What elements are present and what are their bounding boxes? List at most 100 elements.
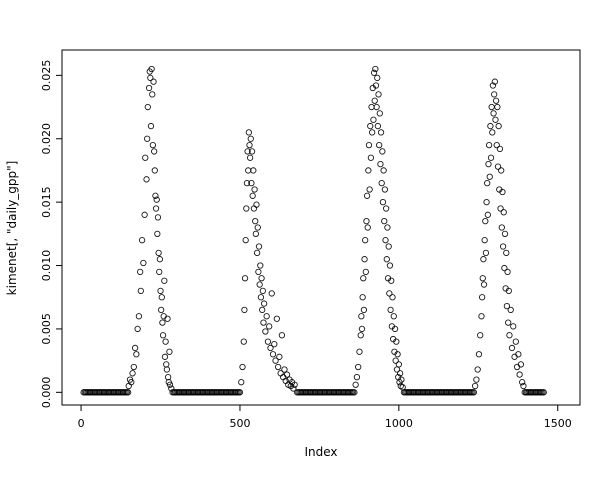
data-point <box>257 262 264 269</box>
x-tick-label: 1500 <box>544 417 572 430</box>
data-point <box>241 275 249 282</box>
data-point <box>248 148 256 155</box>
data-point <box>368 103 375 111</box>
data-point <box>161 353 169 360</box>
data-point <box>520 382 527 390</box>
data-point <box>388 277 395 284</box>
data-point <box>477 332 484 339</box>
y-tick-label: 0.020 <box>40 123 53 155</box>
data-point <box>164 315 171 322</box>
data-point <box>382 237 389 244</box>
data-point <box>377 160 384 168</box>
data-point <box>371 97 378 104</box>
data-point <box>504 268 511 276</box>
y-tick-label: 0.025 <box>40 60 53 92</box>
data-point <box>166 348 173 355</box>
data-point <box>366 186 373 193</box>
data-point <box>488 103 495 111</box>
data-point <box>505 287 512 295</box>
data-point <box>148 65 155 73</box>
data-point <box>152 205 160 212</box>
data-point <box>351 389 358 396</box>
data-point <box>247 135 254 142</box>
data-point <box>379 198 387 206</box>
data-point <box>374 122 382 130</box>
data-point <box>485 160 492 168</box>
data-point <box>137 268 144 276</box>
data-point <box>276 353 283 360</box>
data-point <box>163 366 171 373</box>
data-point <box>480 256 487 263</box>
data-point <box>256 281 263 288</box>
data-point <box>166 381 174 388</box>
data-point <box>513 363 521 371</box>
data-point <box>260 300 268 307</box>
data-point <box>272 357 279 364</box>
x-tick-label: 1000 <box>385 417 413 430</box>
data-point <box>512 338 519 345</box>
data-point <box>255 268 262 276</box>
data-point <box>255 243 263 250</box>
data-point <box>144 135 151 142</box>
data-point <box>161 277 168 284</box>
data-point <box>159 319 166 326</box>
data-point <box>478 313 485 320</box>
data-point <box>153 196 160 203</box>
data-point <box>168 385 175 392</box>
data-point <box>259 287 266 295</box>
data-point <box>498 224 505 231</box>
data-point <box>497 205 504 212</box>
data-point <box>252 230 260 237</box>
data-point <box>393 338 400 345</box>
data-point <box>254 224 261 231</box>
data-point <box>395 361 403 368</box>
data-point <box>238 379 245 386</box>
data-point <box>375 91 382 98</box>
data-point <box>372 82 380 89</box>
y-tick-label: 0.000 <box>40 377 53 409</box>
data-point <box>291 381 298 388</box>
data-point <box>475 351 483 358</box>
data-point <box>124 389 132 396</box>
data-point <box>505 319 512 326</box>
data-point <box>363 218 370 225</box>
data-point <box>479 275 486 282</box>
data-point <box>386 290 393 297</box>
data-point <box>384 224 391 231</box>
data-point <box>501 264 508 272</box>
data-point <box>241 306 248 314</box>
data-point <box>281 366 288 373</box>
data-point <box>158 306 165 314</box>
data-point <box>478 294 486 301</box>
data-point <box>370 69 378 76</box>
data-point <box>372 65 379 73</box>
data-point <box>163 361 170 368</box>
data-point <box>151 148 158 155</box>
data-point <box>494 103 501 111</box>
data-point <box>245 167 252 174</box>
data-point <box>515 351 522 358</box>
data-point <box>390 313 397 320</box>
data-point <box>158 294 165 301</box>
data-point <box>380 167 387 174</box>
data-points-layer <box>80 65 547 396</box>
data-point <box>503 302 511 310</box>
data-point <box>484 211 491 218</box>
data-point <box>140 259 147 267</box>
data-point <box>385 243 392 250</box>
data-point <box>262 328 269 335</box>
data-point <box>147 122 155 130</box>
data-point <box>160 313 167 320</box>
data-point <box>162 338 169 345</box>
data-point <box>154 230 161 237</box>
data-point <box>500 209 507 216</box>
data-point <box>352 381 359 388</box>
data-point <box>134 325 141 333</box>
data-point <box>474 366 481 373</box>
data-point <box>362 237 369 244</box>
data-point <box>273 315 280 322</box>
data-point <box>374 74 381 82</box>
data-point <box>156 268 163 276</box>
data-point <box>156 256 164 263</box>
